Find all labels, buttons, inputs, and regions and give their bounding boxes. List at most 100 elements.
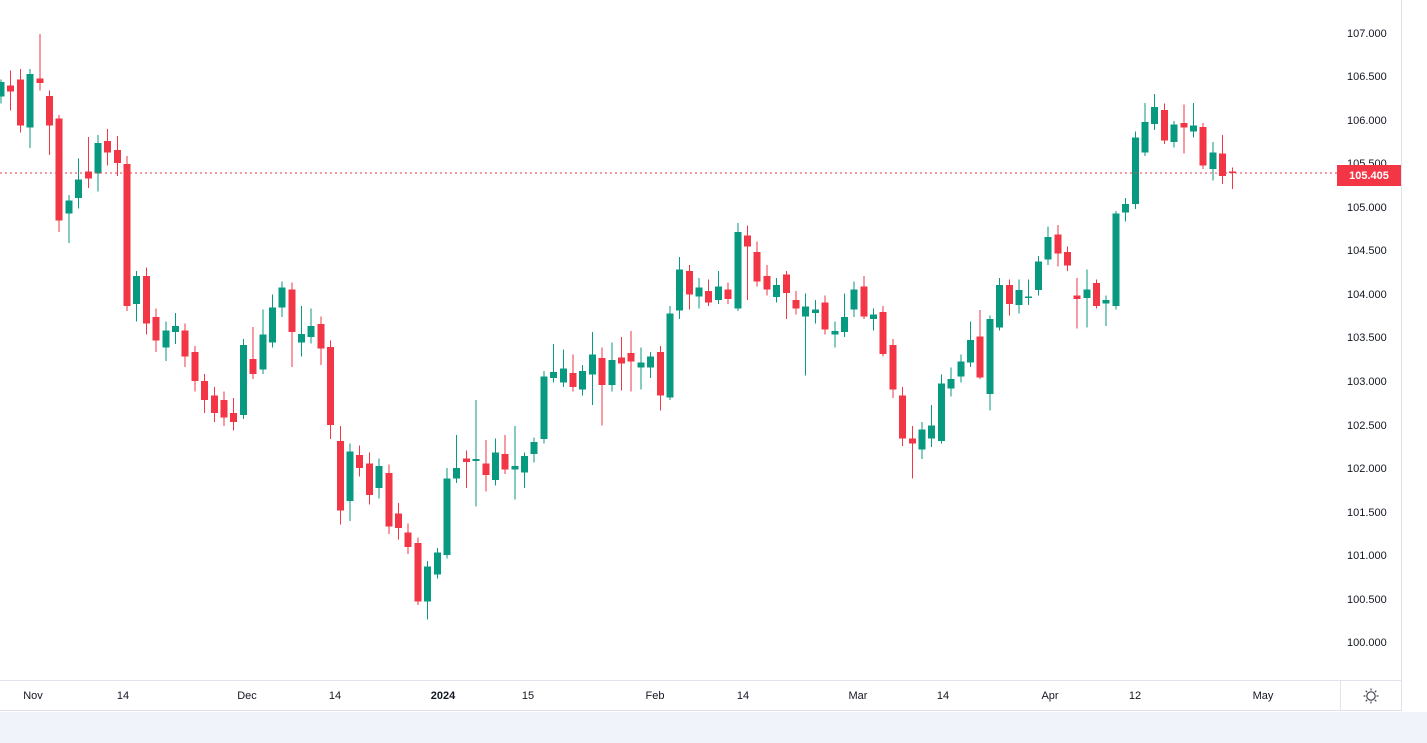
time-axis-label: Mar bbox=[848, 690, 868, 702]
candle-body bbox=[618, 357, 625, 364]
candle-body bbox=[996, 285, 1004, 328]
candle-body bbox=[1005, 285, 1013, 305]
candle-body bbox=[705, 291, 713, 303]
candle-body bbox=[918, 429, 926, 450]
candle-body bbox=[317, 324, 325, 349]
chart-pane[interactable] bbox=[0, 0, 1340, 680]
candle-body bbox=[327, 346, 335, 426]
axis-settings-cell[interactable] bbox=[1340, 680, 1401, 711]
candle-body bbox=[84, 171, 92, 179]
price-axis-label: 105.000 bbox=[1347, 202, 1387, 214]
candle-body bbox=[424, 566, 432, 602]
candle-body bbox=[356, 454, 364, 468]
candle-body bbox=[724, 289, 732, 299]
last-price-value: 105.405 bbox=[1349, 169, 1389, 182]
price-axis-label: 100.000 bbox=[1347, 637, 1387, 649]
candle-body bbox=[947, 379, 955, 389]
candle-body bbox=[201, 380, 209, 400]
candle-body bbox=[239, 345, 247, 415]
candle-body bbox=[579, 371, 587, 390]
candle-body bbox=[259, 334, 267, 370]
candle-body bbox=[26, 74, 34, 128]
price-axis-label: 107.000 bbox=[1347, 28, 1387, 40]
candle-body bbox=[142, 276, 150, 324]
candle-body bbox=[501, 454, 509, 470]
candle-body bbox=[75, 179, 83, 198]
candle-body bbox=[744, 235, 751, 247]
price-axis-border bbox=[1401, 0, 1402, 711]
candle-body bbox=[588, 354, 596, 375]
candle-body bbox=[1044, 237, 1052, 260]
candle-body bbox=[792, 299, 800, 309]
candle-body bbox=[540, 376, 548, 440]
candle-body bbox=[162, 330, 170, 348]
candle-body bbox=[152, 317, 160, 341]
candle-body bbox=[230, 413, 238, 422]
settings-gear-icon[interactable] bbox=[1363, 688, 1379, 704]
candle-body bbox=[550, 372, 558, 379]
candle-body bbox=[666, 313, 674, 398]
candle-body bbox=[753, 251, 761, 282]
candle-body bbox=[1170, 124, 1178, 142]
candle-body bbox=[472, 459, 480, 461]
candle-body bbox=[36, 78, 44, 83]
candle-body bbox=[685, 271, 693, 295]
candle-body bbox=[298, 333, 305, 343]
candle-body bbox=[269, 307, 276, 343]
price-axis[interactable]: 107.000 106.500 106.000 105.500 105.000 104.5… bbox=[1340, 0, 1402, 680]
price-axis-label: 100.500 bbox=[1347, 594, 1387, 606]
candle-body bbox=[278, 287, 286, 308]
time-axis-label: 14 bbox=[328, 690, 342, 702]
candle-body bbox=[695, 287, 703, 297]
candle-body bbox=[113, 149, 121, 163]
candle-body bbox=[404, 532, 412, 548]
candle-body bbox=[1209, 152, 1217, 170]
candle-body bbox=[1034, 261, 1042, 291]
page-bottom-strip bbox=[0, 712, 1427, 743]
candle-body bbox=[850, 289, 858, 310]
candle-body bbox=[763, 276, 771, 290]
candle-body bbox=[559, 368, 567, 383]
price-axis-label: 106.000 bbox=[1347, 115, 1387, 127]
candle-body bbox=[443, 478, 451, 556]
candle-body bbox=[521, 455, 528, 473]
candle-body bbox=[433, 552, 441, 575]
candle-body bbox=[734, 231, 742, 309]
candle-body bbox=[220, 400, 228, 418]
candle-body bbox=[1160, 109, 1168, 141]
time-axis-label: Feb bbox=[645, 690, 665, 702]
candle-body bbox=[395, 513, 402, 529]
candle-body bbox=[385, 473, 393, 527]
time-axis-label: 15 bbox=[521, 690, 535, 702]
candle-body bbox=[676, 269, 684, 311]
candlestick-plot[interactable] bbox=[0, 0, 1340, 680]
candle-body bbox=[1025, 296, 1033, 298]
candle-body bbox=[889, 345, 897, 390]
time-axis-label: Apr bbox=[1041, 690, 1059, 702]
candle-body bbox=[1102, 299, 1110, 304]
time-axis-label: May bbox=[1252, 690, 1274, 702]
candle-body bbox=[967, 339, 974, 363]
candle-body bbox=[65, 200, 73, 214]
time-axis[interactable]: Nov 14 Dec 14 2024 15 Feb 14 Mar 14 Apr 12 May bbox=[0, 680, 1401, 711]
price-axis-label: 104.500 bbox=[1347, 245, 1387, 257]
candle-body bbox=[375, 466, 383, 488]
candle-body bbox=[831, 331, 839, 335]
price-axis-label: 106.500 bbox=[1347, 71, 1387, 83]
candle-body bbox=[1141, 122, 1149, 153]
candle-body bbox=[598, 358, 606, 386]
time-axis-label: 2024 bbox=[430, 690, 456, 702]
candle-body bbox=[172, 325, 179, 332]
last-price-label: 105.405 bbox=[1337, 165, 1401, 186]
candle-body bbox=[899, 395, 907, 439]
candle-body bbox=[482, 463, 490, 475]
candle-body bbox=[1131, 137, 1139, 204]
time-axis-label: 14 bbox=[736, 690, 750, 702]
candle-body bbox=[569, 373, 577, 387]
price-axis-label: 101.000 bbox=[1347, 550, 1387, 562]
candle-body bbox=[656, 352, 664, 396]
candle-body bbox=[1083, 289, 1091, 298]
candle-body bbox=[491, 452, 499, 481]
candle-body bbox=[870, 314, 878, 319]
candle-body bbox=[608, 359, 616, 386]
